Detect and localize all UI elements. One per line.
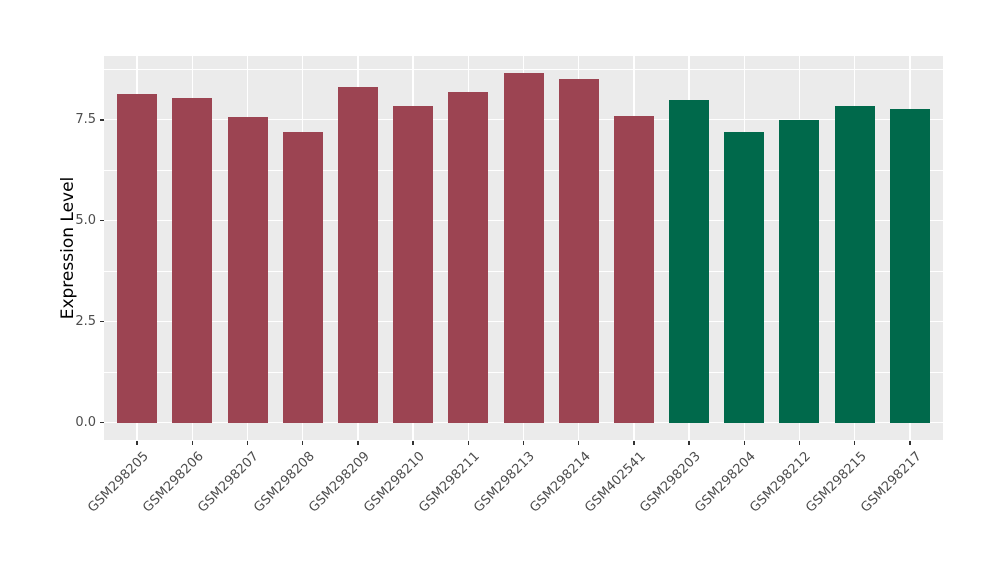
bar-GSM298217 (889, 109, 930, 423)
y-tick-mark (99, 119, 104, 121)
x-tick-mark (467, 441, 470, 445)
bar-GSM298211 (448, 91, 489, 423)
x-tick-mark (191, 441, 194, 445)
y-axis-title: Expression Level (58, 176, 78, 320)
x-tick-mark (577, 441, 580, 445)
y-tick-mark (99, 421, 104, 424)
y-tick-label: 5.0 (75, 213, 96, 229)
bar-GSM298214 (558, 79, 599, 423)
bar-GSM402541 (613, 116, 654, 423)
y-tick-label: 2.5 (75, 314, 96, 330)
bar-GSM298204 (724, 131, 765, 423)
x-tick-mark (798, 441, 801, 445)
x-tick-mark (688, 441, 690, 445)
x-tick-mark (743, 441, 746, 445)
bar-GSM298213 (503, 73, 544, 423)
x-tick-mark (357, 441, 359, 445)
x-tick-mark (246, 441, 249, 445)
x-tick-mark (301, 441, 304, 445)
x-tick-mark (853, 441, 856, 445)
bar-GSM298207 (227, 116, 268, 423)
x-tick-mark (522, 441, 525, 445)
bar-GSM298208 (282, 131, 323, 423)
y-tick-label: 7.5 (75, 112, 96, 128)
x-tick-mark (412, 441, 414, 445)
bar-GSM298205 (117, 94, 158, 423)
bar-GSM298215 (834, 106, 875, 423)
x-tick-mark (136, 441, 138, 445)
bar-GSM298212 (779, 120, 820, 423)
bar-GSM298209 (337, 87, 378, 423)
y-tick-mark (99, 320, 104, 323)
x-tick-mark (633, 441, 635, 445)
y-tick-mark (99, 219, 104, 222)
bar-GSM298210 (393, 106, 434, 423)
x-tick-mark (909, 441, 911, 445)
bar-GSM298206 (172, 98, 213, 423)
plot-panel (104, 56, 943, 440)
y-tick-label: 0.0 (75, 415, 96, 431)
bar-GSM298203 (669, 100, 710, 423)
